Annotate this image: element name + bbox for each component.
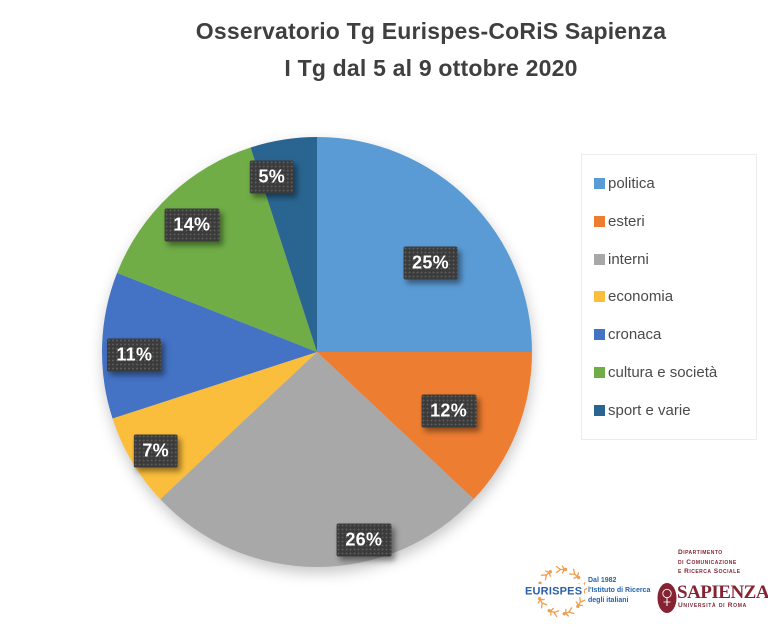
chart-title-line1: Osservatorio Tg Eurispes-CoRiS Sapienza [195, 18, 667, 44]
sapienza-wordmark: SAPIENZA [677, 582, 768, 603]
sapienza-logo: Dipartimento di Comunicazione e Ricerca … [650, 545, 768, 625]
legend-label: politica [608, 175, 655, 193]
chart-title: Osservatorio Tg Eurispes-CoRiS Sapienza … [95, 13, 767, 87]
eurispes-tagline-line2: l'Istituto di Ricerca [588, 587, 651, 594]
pie-data-label-politica: 25% [403, 246, 458, 280]
legend-label: cronaca [608, 326, 662, 344]
eurispes-wordmark: EURISPES [525, 586, 582, 598]
sapienza-department: Dipartimento di Comunicazione e Ricerca … [678, 548, 741, 577]
eurispes-logo: EURISPES Dal 1982 l'Istituto di Ricerca … [524, 563, 650, 629]
legend-item-sport-e-varie: sport e varie [594, 402, 752, 419]
eurispes-tagline: Dal 1982 l'Istituto di Ricerca degli ita… [588, 576, 650, 606]
legend-swatch-cronaca [594, 329, 605, 341]
eurispes-figure-icon [547, 607, 560, 618]
chart-legend: politica esteri interni economia cronaca cult… [581, 154, 757, 440]
legend-label: interni [608, 250, 649, 268]
legend-item-esteri: esteri [594, 213, 752, 230]
pie-data-label-cronaca: 11% [107, 338, 162, 372]
legend-swatch-sport-e-varie [594, 404, 605, 416]
eurispes-figure-icon [540, 570, 553, 581]
pie-data-label-sport-e-varie: 5% [249, 160, 295, 194]
eurispes-tagline-line1: Dal 1982 [588, 577, 617, 584]
legend-swatch-cultura-e-societ [594, 366, 605, 378]
legend-swatch-esteri [594, 216, 605, 228]
pie-data-label-interni: 26% [336, 523, 392, 557]
pie-slice-cultura-e-societ [117, 147, 317, 352]
eurispes-text-band [524, 584, 584, 597]
sapienza-subtitle: Università di Roma [678, 602, 747, 609]
pie-slice-politica [317, 137, 532, 352]
legend-swatch-politica [594, 178, 605, 190]
sapienza-seal-icon [657, 583, 677, 613]
pie-data-label-cultura-e-societ: 14% [164, 208, 220, 242]
legend-item-cultura-e-societ: cultura e società [594, 364, 752, 381]
sapienza-department-line3: e Ricerca Sociale [678, 568, 741, 575]
legend-label: esteri [608, 213, 645, 231]
eurispes-logo-graphic: EURISPES [524, 565, 588, 618]
eurispes-figure-icon [569, 568, 581, 580]
eurispes-figure-icon [537, 596, 548, 609]
legend-label: sport e varie [608, 401, 691, 419]
pie-data-label-esteri: 12% [421, 394, 477, 428]
legend-item-politica: politica [594, 175, 752, 192]
eurispes-figure-icon [555, 565, 568, 574]
pie-slice-cronaca [101, 272, 317, 419]
chart-title-line2: I Tg dal 5 al 9 ottobre 2020 [284, 55, 578, 81]
legend-swatch-interni [594, 253, 605, 265]
legend-item-interni: interni [594, 251, 752, 268]
legend-label: economia [608, 288, 674, 306]
legend-item-cronaca: cronaca [594, 326, 752, 343]
sapienza-department-line1: Dipartimento [678, 549, 723, 556]
pie-data-label-economia: 7% [133, 434, 178, 468]
legend-label: cultura e società [608, 363, 718, 381]
eurispes-figure-icon [575, 596, 586, 609]
eurispes-tagline-line3: degli italiani [588, 597, 629, 604]
legend-swatch-economia [594, 291, 605, 303]
sapienza-department-line2: di Comunicazione [678, 558, 737, 566]
pie-slice-interni [160, 352, 474, 568]
eurispes-figure-icon [562, 607, 575, 617]
legend-item-economia: economia [594, 288, 752, 305]
